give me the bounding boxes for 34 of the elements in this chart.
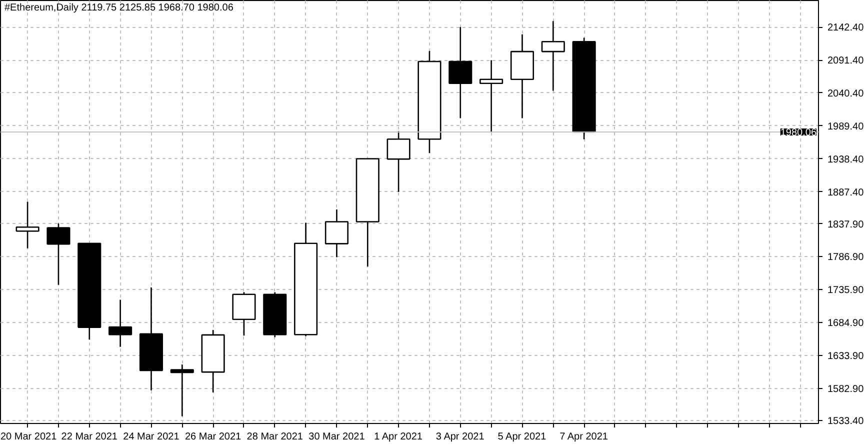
y-tick-label: 1887.40 — [828, 187, 864, 198]
x-tick-label: 26 Mar 2021 — [184, 432, 242, 442]
candlestick — [480, 60, 504, 133]
y-tick-label: 1837.90 — [828, 219, 864, 230]
y-tick-label: 1786.90 — [828, 252, 864, 264]
candlestick — [448, 26, 472, 119]
candlestick — [108, 299, 132, 348]
y-tick-label: 1633.90 — [828, 351, 864, 362]
y-tick-label: 2091.40 — [828, 56, 864, 67]
y-tick-label: 1989.40 — [828, 121, 864, 132]
chart-title: #Ethereum,Daily 2119.75 2125.85 1968.70 1980.06 — [4, 2, 234, 14]
x-tick-label: 5 Apr 2021 — [498, 432, 547, 442]
candlestick — [324, 208, 348, 258]
candlestick — [16, 201, 40, 249]
y-tick-label: 1938.40 — [828, 154, 864, 166]
y-tick-label: 1684.90 — [828, 318, 864, 330]
y-tick-label: 2040.40 — [828, 88, 864, 100]
x-tick-label: 30 Mar 2021 — [308, 432, 366, 442]
x-tick-label: 28 Mar 2021 — [246, 432, 304, 442]
x-tick-label: 20 Mar 2021 — [0, 432, 58, 442]
ref-line-label: 1980.06 — [780, 127, 817, 138]
y-tick-label: 2142.40 — [828, 22, 864, 34]
x-tick-label: 3 Apr 2021 — [436, 432, 485, 442]
candlestick — [46, 222, 70, 286]
x-tick-label: 7 Apr 2021 — [560, 432, 608, 442]
x-tick-label: 1 Apr 2021 — [374, 432, 423, 442]
candlestick — [386, 130, 410, 193]
candlestick — [541, 20, 565, 92]
candlestick — [170, 364, 194, 417]
y-tick-label: 1582.90 — [828, 384, 864, 396]
y-tick-label: 1533.40 — [828, 416, 864, 428]
x-tick-label: 24 Mar 2021 — [123, 432, 180, 442]
x-tick-label: 22 Mar 2021 — [61, 432, 118, 442]
y-tick-label: 1735.90 — [828, 285, 864, 296]
